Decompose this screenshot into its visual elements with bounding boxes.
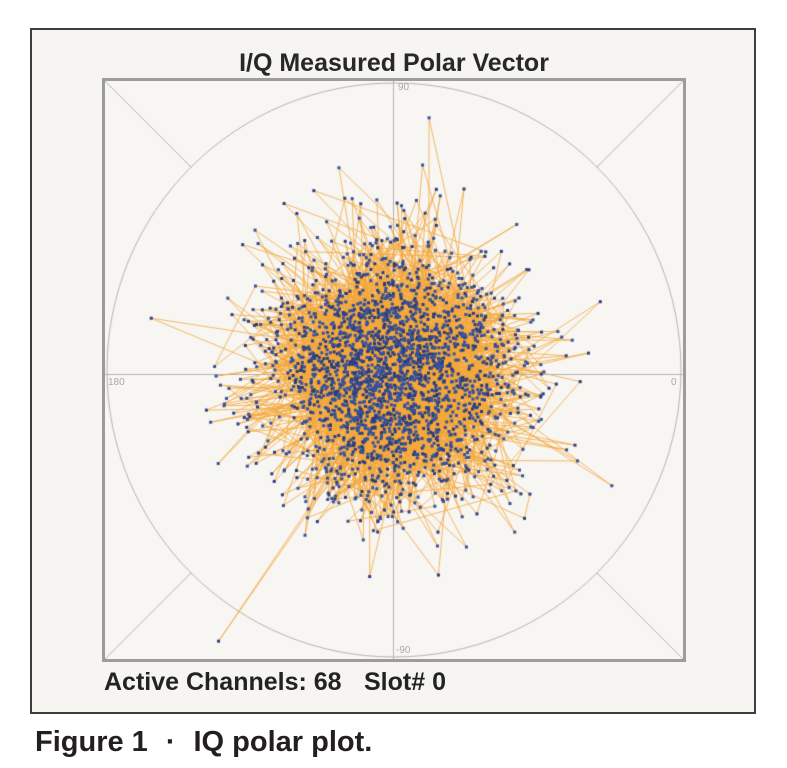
angle-label-minus-90: -90: [396, 645, 411, 656]
angle-label-0: 0: [671, 377, 677, 388]
polar-plot-title: I/Q Measured Polar Vector: [239, 49, 549, 77]
polar-plot-canvas: [105, 81, 683, 659]
angle-label-90: 90: [398, 82, 410, 93]
figure-caption: Figure 1 · IQ polar plot.: [35, 726, 372, 759]
figure-caption-separator: ·: [165, 726, 176, 758]
angle-label-180: 180: [108, 377, 125, 388]
figure-caption-text: IQ polar plot.: [193, 726, 373, 758]
polar-plot-frame: 90 180 0 -90: [102, 78, 686, 662]
slot-readout: Slot# 0: [364, 668, 446, 696]
active-channels-readout: Active Channels: 68: [104, 668, 342, 696]
figure-image-frame: I/Q Measured Polar Vector 90 180 0 -90 A…: [30, 28, 756, 714]
status-row: Active Channels: 68 Slot# 0: [32, 668, 754, 698]
figure-caption-label: Figure 1: [35, 726, 148, 758]
